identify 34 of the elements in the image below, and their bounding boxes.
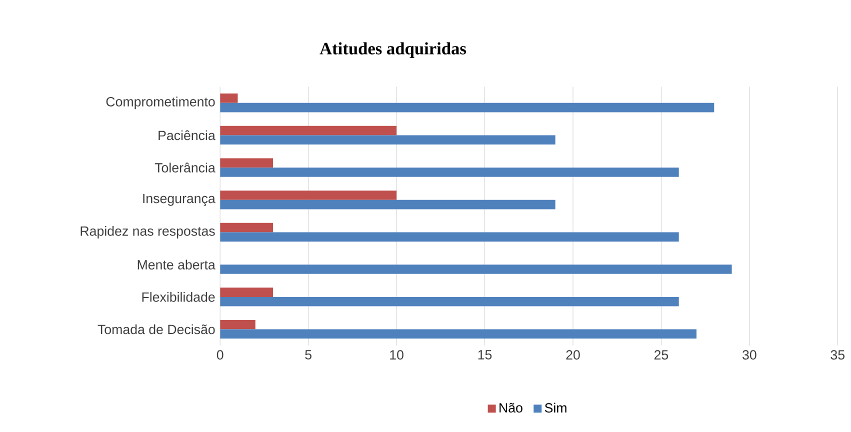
bar	[220, 320, 256, 330]
x-tick-label: 0	[216, 350, 224, 360]
y-tick-label: Tomada de Decisão	[98, 324, 215, 334]
bar	[220, 296, 679, 306]
y-tick-label: Tolerância	[154, 162, 216, 172]
bar	[220, 158, 274, 168]
bar	[220, 264, 732, 274]
bar	[220, 167, 679, 177]
bar	[220, 200, 556, 210]
y-tick-label: Insegurança	[143, 194, 216, 206]
bar	[220, 190, 397, 200]
x-tick-label: 10	[390, 350, 404, 360]
bar	[220, 135, 556, 144]
bar	[220, 102, 714, 112]
bar	[220, 222, 274, 232]
bar	[220, 329, 696, 339]
x-tick-label: 15	[478, 350, 492, 360]
bar	[220, 93, 238, 103]
x-tick-label: 25	[654, 350, 668, 360]
x-tick-label: 20	[566, 350, 580, 360]
y-tick-label: Flexibilidade	[142, 292, 215, 302]
y-tick-label: Comprometimento	[106, 96, 215, 110]
y-tick-label: Mente aberta	[138, 260, 216, 270]
y-tick-label: Paciência	[158, 130, 216, 140]
y-tick-label: Rapidez nas respostas	[80, 226, 215, 238]
x-tick-label: 30	[742, 350, 756, 360]
x-tick-label: 5	[305, 350, 312, 360]
chart-title: Atitudes adquiridas	[320, 42, 466, 58]
x-tick-label: 35	[830, 350, 845, 360]
legend-label: Sim	[544, 402, 566, 413]
bar	[220, 232, 679, 242]
bar	[220, 126, 397, 136]
bar	[220, 288, 274, 297]
legend-label: Não	[500, 402, 522, 412]
